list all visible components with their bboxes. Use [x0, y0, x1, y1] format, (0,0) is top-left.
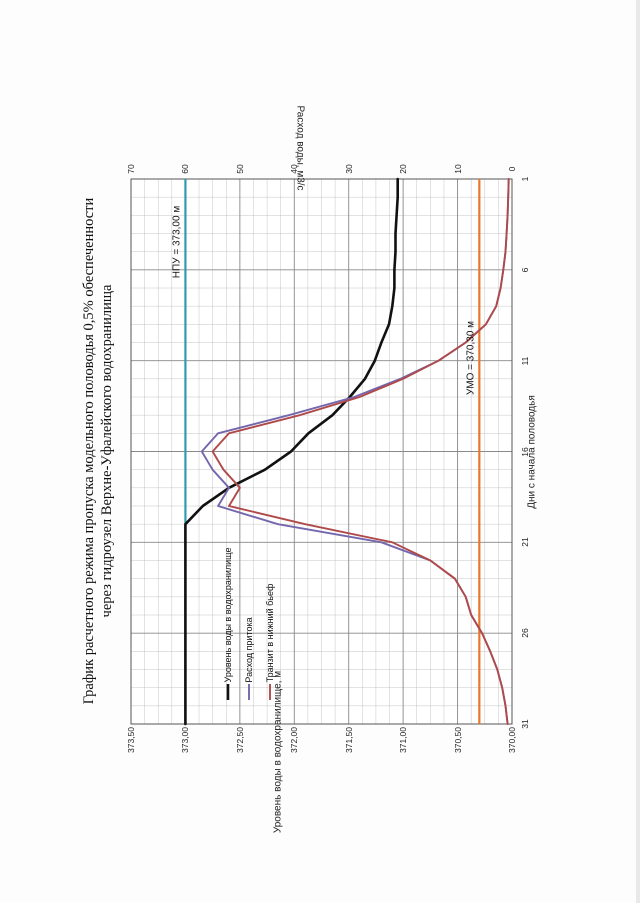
x-tick-label: 21 [520, 537, 530, 548]
y-left-tick-label: 372,50 [234, 727, 245, 753]
x-axis-title: Дни с начала половодья [526, 394, 538, 509]
npu-label: НПУ = 373,00 м [171, 205, 183, 279]
y-right-tick-label: 10 [452, 164, 463, 174]
y-left-tick-label: 373,50 [126, 727, 136, 753]
y-right-axis-title: Расход воды, м3/с [294, 105, 306, 191]
y-left-tick-label: 370,00 [507, 727, 517, 753]
x-tick-label: 1 [520, 176, 530, 182]
y-left-axis-title: Уровень воды в водохранилище, м [272, 670, 284, 834]
series-line-transit [211, 178, 510, 725]
y-left-tick-label: 370,50 [452, 727, 463, 753]
y-left-tick-label: 371,00 [398, 727, 409, 753]
x-tick-label: 6 [520, 267, 530, 273]
x-tick-label: 26 [520, 628, 530, 638]
legend-item-transit-label: Транзит в нижний бьеф [265, 583, 275, 682]
plot-border [130, 178, 513, 725]
y-left-tick-label: 371,50 [343, 727, 354, 753]
y-right-tick-label: 50 [234, 164, 245, 174]
x-tick-label: 11 [520, 356, 530, 366]
y-right-tick-label: 30 [343, 164, 354, 174]
series-line-level [184, 177, 400, 726]
y-left-tick-label: 372,00 [289, 727, 300, 753]
legend-item-level-label: Уровень воды в водохранилище [223, 547, 233, 682]
scan-edge [636, 0, 640, 903]
umo-label: УМО = 370,30 м [465, 320, 477, 396]
y-right-tick-label: 20 [398, 164, 409, 174]
y-right-tick-label: 0 [507, 166, 517, 172]
y-left-tick-label: 373,00 [180, 727, 191, 753]
x-tick-label: 31 [520, 719, 530, 729]
y-right-tick-label: 70 [126, 164, 136, 174]
y-right-tick-label: 60 [180, 164, 191, 174]
legend-item-inflow-label: Расход притока [244, 616, 254, 683]
